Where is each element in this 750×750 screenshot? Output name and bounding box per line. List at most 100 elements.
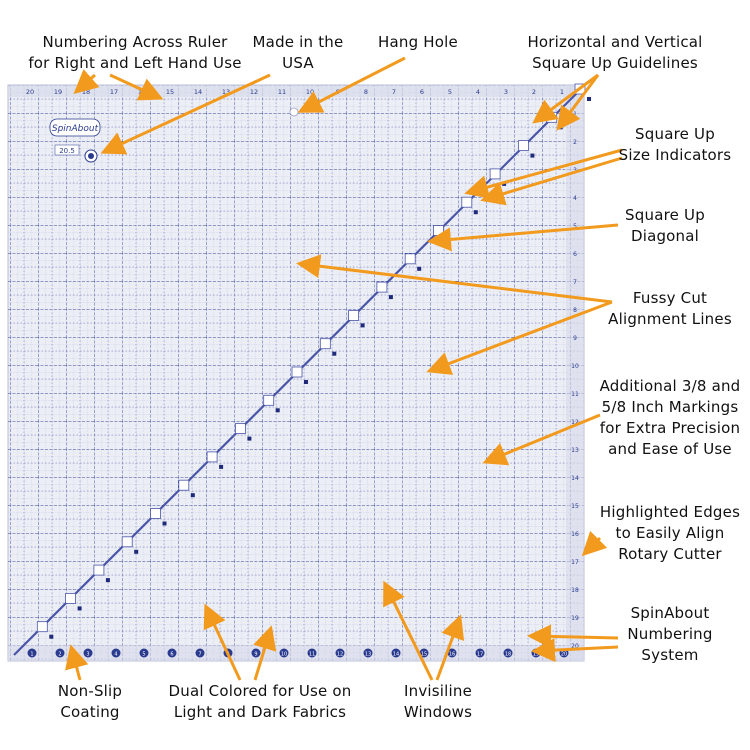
size-indicator-box [461, 196, 473, 208]
top-number: 13 [222, 88, 230, 96]
side-number: 18 [571, 587, 579, 594]
callout-made-usa: Made in the USA [252, 33, 344, 72]
top-number: 18 [82, 88, 90, 96]
size-indicator-box [546, 111, 558, 123]
size-indicator-box [376, 281, 388, 293]
top-number: 7 [392, 88, 396, 96]
side-number: 13 [571, 447, 579, 454]
bottom-number: 16 [449, 652, 455, 658]
bottom-number: 12 [337, 652, 343, 658]
bottom-number-dot [363, 648, 373, 658]
top-number: 6 [420, 88, 424, 96]
bottom-number: 19 [533, 652, 539, 658]
callout-guidelines: Horizontal and Vertical Square Up Guidel… [527, 33, 703, 72]
bottom-number-dot [55, 648, 65, 658]
made-in-usa-mark [84, 149, 98, 163]
size-indicator-box [206, 451, 218, 463]
bottom-number: 15 [421, 652, 427, 658]
bottom-number: 7 [198, 652, 201, 658]
bottom-number: 10 [281, 652, 287, 658]
top-number: 15 [166, 88, 174, 96]
size-indicator-marker [473, 210, 478, 215]
top-number: 11 [278, 88, 286, 96]
bottom-number-dot [335, 648, 345, 658]
size-indicator-marker [445, 238, 450, 243]
size-indicator-marker [219, 464, 224, 469]
hang-hole [289, 107, 299, 117]
size-indicator-box [489, 168, 501, 180]
bottom-number-dot [27, 648, 37, 658]
callout-non-slip: Non-Slip Coating [57, 682, 123, 721]
size-indicator-box [178, 479, 190, 491]
callout-hang-hole: Hang Hole [378, 33, 458, 51]
size-indicator-marker [530, 153, 535, 158]
bottom-number: 20 [561, 652, 567, 658]
callout-fussy-cut: Fussy Cut Alignment Lines [608, 289, 732, 328]
callout-markings: Additional 3/8 and 5/8 Inch Markings for… [599, 377, 741, 458]
side-number: 15 [571, 503, 579, 510]
bottom-number: 14 [393, 652, 399, 658]
size-indicator-box [404, 253, 416, 265]
square-up-size-indicators [36, 83, 591, 639]
size-indicator-marker [105, 578, 110, 583]
bottom-number-dot [167, 648, 177, 658]
size-indicator-box [291, 366, 303, 378]
callout-size-indicators: Square Up Size Indicators [618, 125, 732, 164]
size-indicator-box [319, 338, 331, 350]
callout-dual-colored: Dual Colored for Use on Light and Dark F… [168, 682, 352, 721]
bottom-number: 5 [142, 652, 145, 658]
callout-invisiline: Invisiline Windows [403, 682, 473, 721]
size-indicator-box [36, 621, 48, 633]
bottom-number-dot [503, 648, 513, 658]
ruler-size-badge: 20.5 [54, 144, 80, 156]
side-number: 5 [573, 223, 577, 230]
top-number: 19 [54, 88, 62, 96]
bottom-number: 13 [365, 652, 371, 658]
bottom-number: 4 [114, 652, 117, 658]
side-number: 9 [573, 335, 577, 342]
size-indicator-marker [134, 549, 139, 554]
highlighted-edge-bottom [8, 645, 584, 661]
brand-text: SpinAbout [52, 124, 99, 134]
size-indicator-box [93, 564, 105, 576]
size-indicator-box [574, 83, 586, 95]
bottom-number-dot [475, 648, 485, 658]
top-number: 2 [532, 88, 536, 96]
bottom-number: 18 [505, 652, 511, 658]
side-number: 7 [573, 279, 577, 286]
size-indicator-box [65, 593, 76, 604]
size-indicator-marker [332, 351, 337, 356]
top-number: 9 [336, 88, 340, 96]
size-indicator-box [433, 225, 444, 236]
bottom-number: 6 [170, 652, 173, 658]
top-number: 4 [476, 88, 480, 96]
top-number: 1 [560, 88, 564, 96]
bottom-number-dot [111, 648, 121, 658]
size-indicator-marker [388, 295, 393, 300]
bottom-number: 3 [86, 652, 89, 658]
side-number: 1 [573, 111, 577, 118]
bottom-number: 2 [58, 652, 61, 658]
top-number: 3 [504, 88, 508, 96]
callout-numbering-system: SpinAbout Numbering System [627, 604, 713, 664]
size-indicator-marker [190, 493, 195, 498]
size-indicator-box [150, 508, 161, 519]
side-number: 8 [573, 307, 577, 314]
side-number: 4 [573, 195, 577, 202]
top-number: 12 [250, 88, 258, 96]
size-indicator-marker [558, 125, 563, 130]
side-number: 20 [571, 643, 579, 650]
side-number: 6 [573, 251, 577, 258]
callout-diagonal: Square Up Diagonal [625, 206, 705, 245]
top-number: 17 [110, 88, 118, 96]
size-indicator-marker [502, 181, 507, 186]
spinabout-logo: SpinAbout [49, 118, 101, 137]
size-indicator-marker [77, 606, 82, 611]
size-indicator-box [518, 140, 529, 152]
bottom-number: 8 [226, 652, 229, 658]
top-number: 5 [448, 88, 452, 96]
side-number: 10 [571, 363, 579, 370]
size-indicator-box [263, 394, 275, 406]
bottom-number: 11 [309, 652, 315, 658]
